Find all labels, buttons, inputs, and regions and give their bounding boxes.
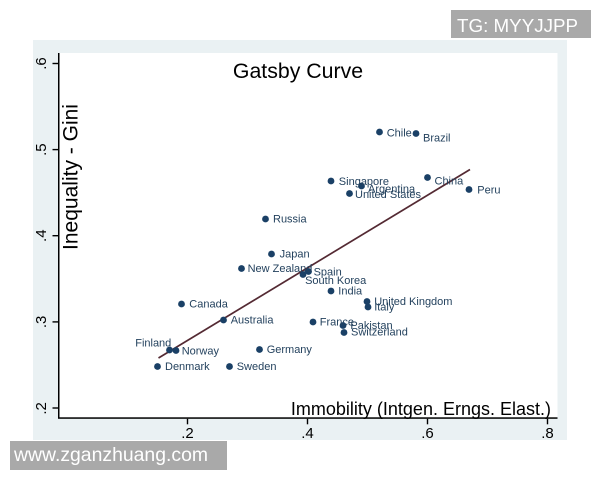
svg-text:Canada: Canada (189, 299, 228, 311)
svg-text:.6: .6 (33, 57, 50, 70)
svg-text:South Korea: South Korea (305, 275, 367, 287)
svg-text:Denmark: Denmark (165, 361, 210, 373)
svg-text:Pakistan: Pakistan (350, 320, 392, 332)
svg-text:Immobility (Intgen. Erngs. Ela: Immobility (Intgen. Erngs. Elast.) (291, 399, 551, 419)
svg-text:Singapore: Singapore (339, 176, 389, 188)
svg-text:China: China (435, 176, 465, 188)
svg-text:Russia: Russia (273, 214, 308, 226)
svg-text:Australia: Australia (231, 315, 275, 327)
svg-text:Sweden: Sweden (237, 361, 277, 373)
svg-text:.2: .2 (33, 402, 50, 415)
svg-text:France: France (320, 316, 354, 328)
svg-text:.4: .4 (33, 229, 50, 242)
svg-text:Chile: Chile (387, 128, 412, 140)
svg-text:Gatsby Curve: Gatsby Curve (233, 59, 363, 83)
svg-text:Switzerland: Switzerland (351, 327, 408, 339)
svg-text:United States: United States (355, 189, 422, 201)
svg-text:India: India (338, 286, 363, 298)
svg-text:Japan: Japan (280, 249, 310, 261)
svg-text:.3: .3 (33, 316, 50, 329)
svg-text:.8: .8 (541, 425, 554, 442)
svg-text:Norway: Norway (182, 346, 220, 358)
svg-text:.2: .2 (181, 425, 194, 442)
svg-text:Inequality - Gini: Inequality - Gini (60, 104, 83, 250)
svg-text:United Kingdom: United Kingdom (374, 296, 452, 308)
svg-text:Finland: Finland (135, 338, 171, 350)
svg-text:Peru: Peru (477, 185, 500, 197)
svg-text:Italy: Italy (374, 302, 395, 314)
svg-text:Spain: Spain (314, 266, 342, 278)
svg-text:.6: .6 (421, 425, 434, 442)
svg-text:Argentina: Argentina (368, 184, 416, 196)
svg-text:Germany: Germany (267, 344, 313, 356)
svg-text:Brazil: Brazil (423, 133, 451, 145)
svg-text:.4: .4 (301, 425, 314, 442)
svg-text:New Zealand: New Zealand (248, 263, 313, 275)
svg-text:.5: .5 (33, 143, 50, 156)
